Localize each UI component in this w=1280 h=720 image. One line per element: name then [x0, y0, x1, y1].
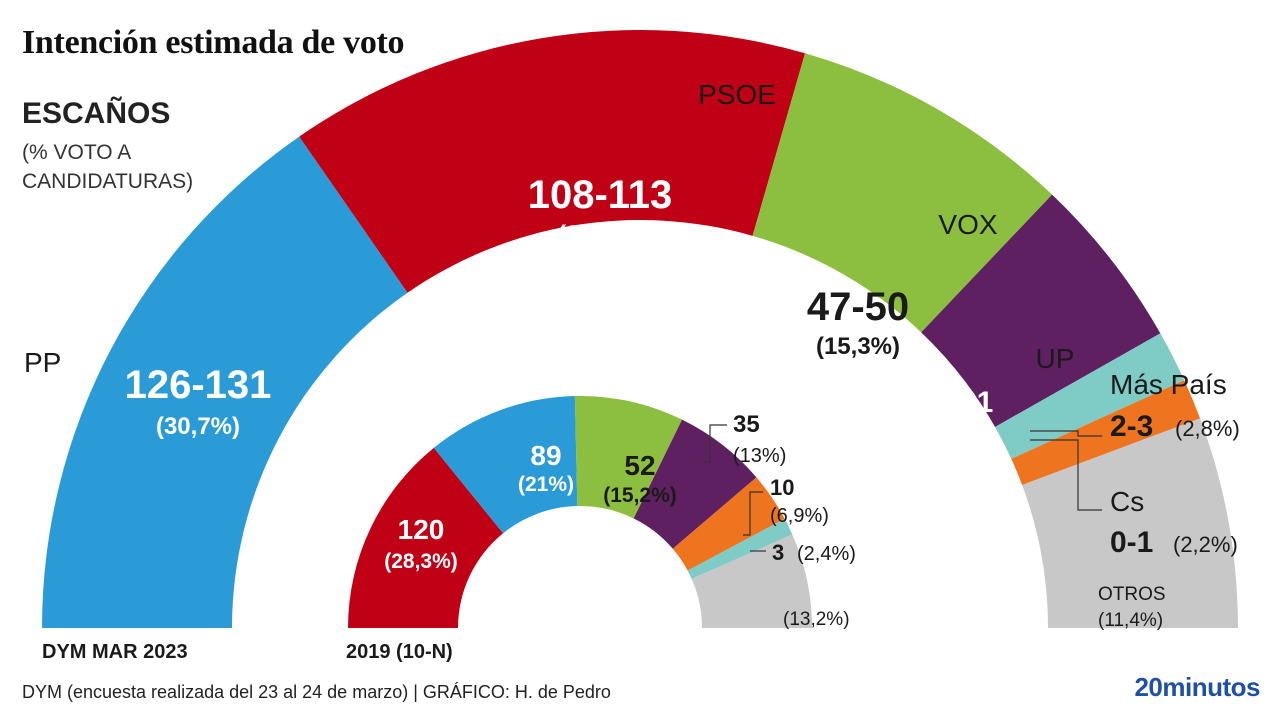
vox-party-label: VOX: [938, 209, 997, 240]
psoe-2023-seats: 108-113: [528, 173, 673, 217]
seats-heading: ESCAÑOS: [22, 97, 171, 130]
cs-2023-seats: 0-1: [1110, 526, 1153, 559]
mas-pais-2023-vote: (2,8%): [1175, 416, 1240, 441]
pp-party-label: PP: [24, 347, 61, 378]
inner-arc-psoe: [348, 447, 504, 628]
vox-2023-seats: 47-50: [807, 285, 909, 329]
psoe-2019-seats: 120: [398, 514, 445, 545]
cs-2019-vote: (6,9%): [770, 505, 829, 527]
leader-cs-2023: [1030, 439, 1102, 511]
leader-up-2019: [705, 424, 727, 463]
mas-pais-2019-vote: (2,4%): [797, 543, 856, 565]
psoe-2019-vote: (28,3%): [384, 550, 458, 573]
outer-arc-mas-pais: [995, 333, 1185, 459]
cs-2019-seats: 10: [770, 475, 794, 500]
inner-arc-otros: [691, 534, 812, 628]
vox-2019-seats: 52: [624, 450, 655, 481]
cs-2023-vote: (2,2%): [1173, 532, 1238, 557]
vox-2019-vote: (15,2%): [603, 484, 677, 507]
outer-arc-pp: [42, 136, 408, 628]
up-party-label: UP: [1036, 343, 1075, 374]
brand-logo: 20minutos: [1134, 672, 1260, 702]
outer-ring-arcs: [42, 29, 1238, 628]
leader-lines: [705, 424, 1102, 552]
outer-arc-psoe: [299, 29, 806, 293]
outer-arc-up: [921, 194, 1161, 427]
inner-ring-label: 2019 (10-N): [346, 641, 453, 663]
inner-ring-arcs: [348, 396, 812, 628]
otros-party-label: OTROS: [1098, 584, 1166, 605]
inner-arc-up: [633, 419, 757, 549]
chart-title: Intención estimada de voto: [22, 24, 405, 61]
otros-2023-vote: (11,4%): [1098, 610, 1163, 631]
outer-arc-vox: [752, 53, 1053, 333]
psoe-party-label: PSOE: [698, 79, 776, 110]
outer-ring-label: DYM MAR 2023: [42, 641, 188, 663]
leader-cs-2019: [743, 491, 763, 536]
up-2023-seats: 18-21: [917, 386, 994, 419]
mas-pais-2023-seats: 2-3: [1110, 410, 1153, 443]
inner-arc-cs: [672, 477, 785, 571]
up-2023-vote: (9,4%): [923, 423, 988, 448]
inner-arc-pp: [433, 396, 578, 534]
mas-pais-party-label: Más País: [1110, 369, 1227, 400]
up-2019-vote: (13%): [733, 445, 786, 467]
pp-2023-vote: (30,7%): [156, 413, 240, 440]
leader-mas-pais-2023: [1030, 430, 1102, 437]
inner-arc-vox: [574, 396, 683, 519]
inner-arc-mas-pais: [687, 518, 793, 579]
chart-labels: 126-131 (30,7%) PP 108-113 (28,2%) PSOE 47-50 (…: [24, 79, 1240, 663]
cs-party-label: Cs: [1110, 486, 1144, 517]
up-2019-seats: 35: [733, 411, 760, 438]
pp-2019-seats: 89: [530, 440, 561, 471]
outer-arc-otros: [1022, 418, 1238, 628]
source-note: DYM (encuesta realizada del 23 al 24 de …: [22, 682, 611, 702]
outer-arc-cs: [1011, 380, 1201, 485]
otros-2019-vote: (13,2%): [783, 609, 850, 630]
vote-share-note: (% VOTO A CANDIDATURAS): [22, 141, 194, 193]
pp-2019-vote: (21%): [518, 473, 574, 496]
psoe-2023-vote: (28,2%): [558, 221, 642, 248]
mas-pais-2019-seats: 3: [772, 540, 784, 565]
pp-2023-seats: 126-131: [125, 363, 272, 407]
vox-2023-vote: (15,3%): [816, 333, 900, 360]
